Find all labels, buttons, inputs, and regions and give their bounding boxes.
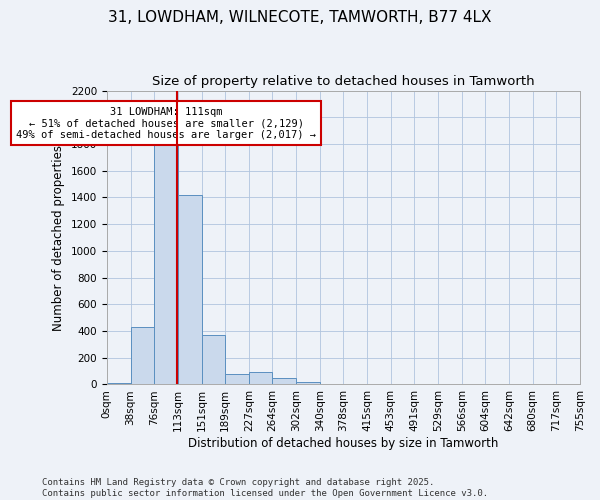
Y-axis label: Number of detached properties: Number of detached properties [52,144,65,330]
Bar [131,327,154,384]
Text: Contains HM Land Registry data © Crown copyright and database right 2025.
Contai: Contains HM Land Registry data © Crown c… [42,478,488,498]
Bar [296,382,320,384]
Bar [225,374,249,384]
Bar [178,195,202,384]
Bar [154,138,178,384]
Bar [202,335,225,384]
Title: Size of property relative to detached houses in Tamworth: Size of property relative to detached ho… [152,75,535,88]
Text: 31, LOWDHAM, WILNECOTE, TAMWORTH, B77 4LX: 31, LOWDHAM, WILNECOTE, TAMWORTH, B77 4L… [108,10,492,25]
Bar [249,372,272,384]
Bar [107,383,131,384]
Text: 31 LOWDHAM: 111sqm
← 51% of detached houses are smaller (2,129)
49% of semi-deta: 31 LOWDHAM: 111sqm ← 51% of detached hou… [16,106,316,140]
X-axis label: Distribution of detached houses by size in Tamworth: Distribution of detached houses by size … [188,437,499,450]
Bar [272,378,296,384]
